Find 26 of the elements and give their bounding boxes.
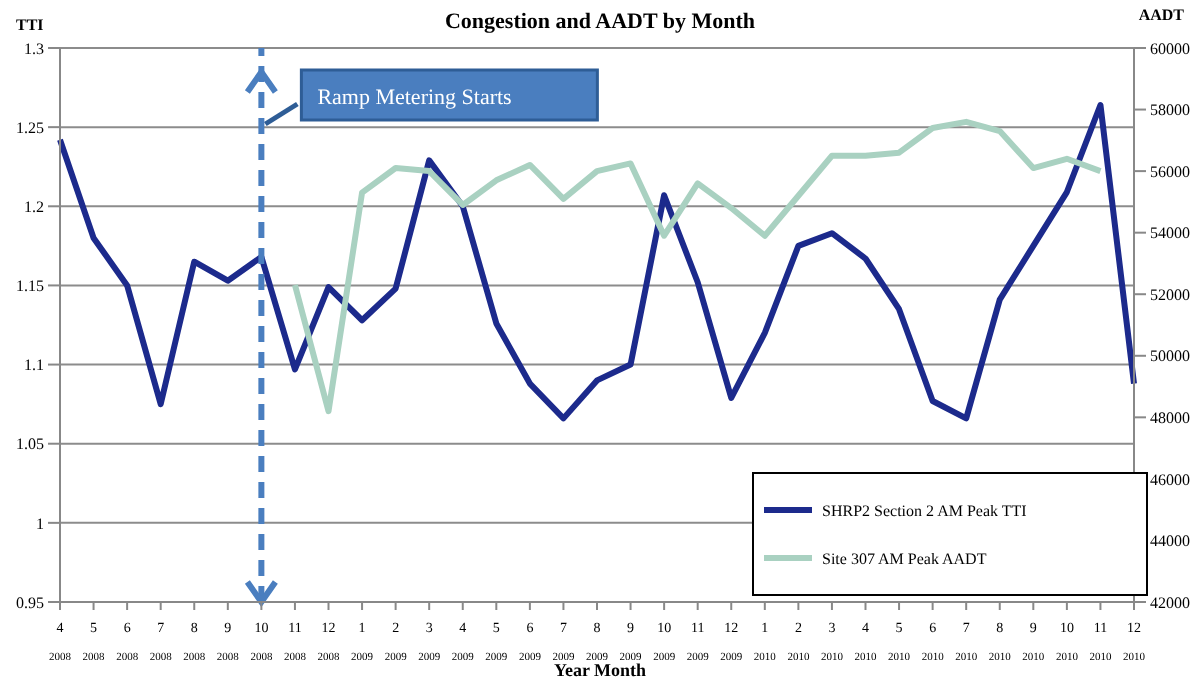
chart-title: Congestion and AADT by Month [444,10,756,34]
x-axis-title: Year Month [553,660,647,680]
y-tick-label: 1.2 [24,197,44,216]
y2-tick-label: 54000 [1150,224,1190,243]
y2-tick-label: 52000 [1150,285,1190,304]
y2-axis-title: AADT [1138,6,1184,24]
ref-line-label: Ramp Metering Starts [317,86,512,110]
y2-tick-label: 58000 [1150,101,1190,120]
y-tick-label: 1.25 [16,118,44,137]
y-tick-label: 1 [36,514,44,533]
y2-tick-label: 56000 [1150,162,1190,181]
y2-tick-label: 44000 [1150,532,1190,551]
legend-label: SHRP2 Section 2 AM Peak TTI [822,501,1027,519]
y2-tick-label: 60000 [1150,39,1190,58]
y-axis-title: TTI [16,16,44,34]
y-tick-label: 1.15 [16,277,44,296]
y-tick-label: 1.3 [24,39,44,58]
y2-tick-label: 42000 [1150,593,1190,612]
y-tick-label: 1.05 [16,435,44,454]
y2-tick-label: 46000 [1150,470,1190,489]
y-tick-label: 1.1 [24,356,44,375]
line-series [291,118,1104,415]
legend-label: Site 307 AM Peak AADT [822,549,987,567]
y-tick-label: 0.95 [16,593,44,612]
y2-tick-label: 48000 [1150,409,1190,428]
y2-tick-label: 50000 [1150,347,1190,366]
